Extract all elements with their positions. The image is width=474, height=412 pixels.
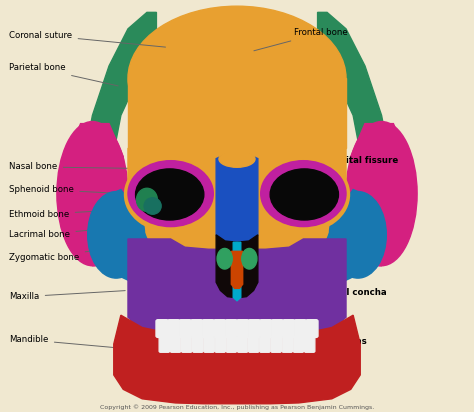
Text: Sphenoid bone: Sphenoid bone (9, 185, 123, 194)
Polygon shape (83, 12, 156, 165)
Polygon shape (102, 190, 147, 280)
Text: Middle nasal concha
of ethmoid bone: Middle nasal concha of ethmoid bone (249, 252, 383, 272)
FancyBboxPatch shape (225, 320, 237, 337)
Ellipse shape (128, 161, 213, 227)
Text: Coronal suture: Coronal suture (9, 30, 165, 47)
Text: Alveolar margins: Alveolar margins (254, 332, 367, 346)
Ellipse shape (346, 122, 417, 266)
Text: Maxilla: Maxilla (9, 290, 125, 301)
Polygon shape (128, 239, 346, 336)
Text: Vomer: Vomer (242, 310, 312, 320)
Polygon shape (216, 154, 258, 242)
FancyBboxPatch shape (226, 337, 237, 352)
Polygon shape (216, 235, 258, 298)
FancyBboxPatch shape (260, 320, 272, 337)
FancyBboxPatch shape (191, 320, 203, 337)
Ellipse shape (219, 151, 255, 167)
FancyBboxPatch shape (306, 320, 318, 337)
Ellipse shape (261, 161, 346, 227)
FancyBboxPatch shape (282, 337, 292, 352)
FancyBboxPatch shape (248, 337, 259, 352)
FancyBboxPatch shape (202, 320, 214, 337)
FancyBboxPatch shape (237, 337, 248, 352)
FancyBboxPatch shape (159, 337, 170, 352)
Polygon shape (128, 78, 346, 148)
Polygon shape (128, 148, 346, 249)
FancyBboxPatch shape (179, 320, 191, 337)
Polygon shape (231, 251, 243, 288)
FancyBboxPatch shape (214, 320, 226, 337)
FancyBboxPatch shape (204, 337, 214, 352)
Polygon shape (351, 124, 408, 266)
Polygon shape (327, 190, 372, 280)
Text: Lacrimal bone: Lacrimal bone (9, 225, 146, 239)
Ellipse shape (144, 198, 161, 214)
FancyBboxPatch shape (293, 337, 304, 352)
Text: Frontal bone: Frontal bone (254, 28, 347, 51)
FancyBboxPatch shape (283, 320, 295, 337)
FancyBboxPatch shape (248, 320, 260, 337)
Ellipse shape (88, 192, 145, 278)
Text: Zygomatic bone: Zygomatic bone (9, 248, 116, 262)
Ellipse shape (242, 248, 257, 269)
FancyBboxPatch shape (304, 337, 315, 352)
Text: Mandible: Mandible (9, 335, 118, 348)
Text: Superior orbital fissure: Superior orbital fissure (254, 156, 399, 183)
Text: Copyright © 2009 Pearson Education, Inc., publishing as Pearson Benjamin Cumming: Copyright © 2009 Pearson Education, Inc.… (100, 404, 374, 410)
Polygon shape (233, 242, 241, 301)
Text: Temporal bone: Temporal bone (271, 224, 348, 233)
FancyBboxPatch shape (215, 337, 226, 352)
FancyBboxPatch shape (237, 320, 249, 337)
Text: Optic canal: Optic canal (254, 204, 333, 213)
FancyBboxPatch shape (170, 337, 181, 352)
Ellipse shape (137, 188, 157, 211)
Ellipse shape (57, 122, 128, 266)
Ellipse shape (329, 192, 386, 278)
Polygon shape (318, 12, 391, 165)
Ellipse shape (270, 169, 338, 220)
Ellipse shape (128, 6, 346, 150)
FancyBboxPatch shape (167, 320, 180, 337)
Polygon shape (114, 315, 360, 404)
Ellipse shape (217, 248, 232, 269)
FancyBboxPatch shape (156, 320, 168, 337)
Text: Parietal bone: Parietal bone (9, 63, 118, 86)
FancyBboxPatch shape (260, 337, 270, 352)
Polygon shape (66, 124, 123, 266)
FancyBboxPatch shape (271, 320, 283, 337)
FancyBboxPatch shape (182, 337, 192, 352)
Ellipse shape (136, 169, 204, 220)
FancyBboxPatch shape (294, 320, 307, 337)
Text: Nasal bone: Nasal bone (9, 162, 168, 171)
FancyBboxPatch shape (271, 337, 282, 352)
Text: Inferior nasal concha: Inferior nasal concha (247, 286, 387, 297)
Text: Ethmoid bone: Ethmoid bone (9, 208, 154, 219)
FancyBboxPatch shape (192, 337, 203, 352)
